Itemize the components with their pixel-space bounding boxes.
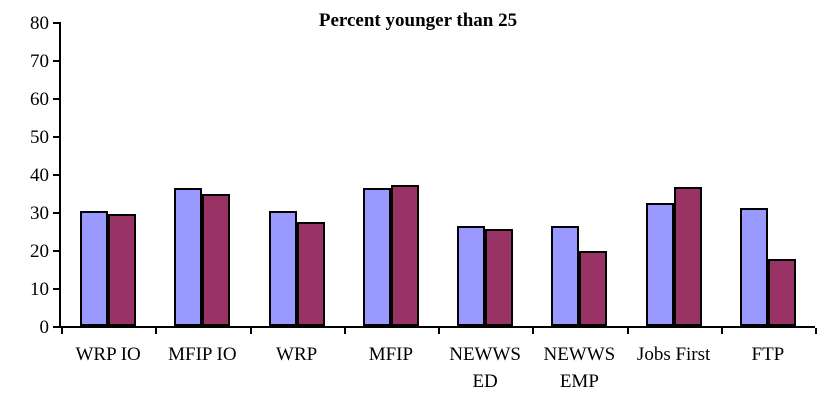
x-axis-tick <box>438 328 440 334</box>
y-axis-tick <box>53 288 59 290</box>
bar-series2-mfip-io <box>202 193 231 326</box>
y-axis-tick-label: 50 <box>30 127 49 148</box>
x-axis-tick <box>61 328 63 334</box>
x-axis-category-label: Jobs First <box>636 344 711 365</box>
y-axis-tick <box>53 174 59 176</box>
y-axis-tick <box>53 212 59 214</box>
x-axis-tick <box>155 328 158 334</box>
x-axis-line <box>59 326 815 328</box>
y-axis-tick-label: 30 <box>30 203 49 224</box>
x-axis-tick <box>532 328 535 334</box>
bar-series2-newws-emp <box>579 251 608 326</box>
bar-series1-mfip <box>362 188 391 326</box>
bar-series2-ftp <box>767 258 796 326</box>
y-axis-tick <box>53 60 59 62</box>
x-axis-tick <box>720 328 723 334</box>
x-axis-category-label: NEWWS ED <box>449 344 521 392</box>
x-axis-category-label: WRP <box>276 344 318 365</box>
y-axis-tick-label: 80 <box>30 13 49 34</box>
y-axis-tick-label: 20 <box>30 241 49 262</box>
x-axis-category-label: NEWWS EMP <box>543 344 616 392</box>
y-axis-tick-label: 10 <box>30 279 49 300</box>
y-axis-line <box>59 22 61 328</box>
y-axis-tick-label: 70 <box>30 51 49 72</box>
bar-series1-jobs-first <box>645 202 674 326</box>
y-axis-tick <box>53 98 59 100</box>
x-axis-category-label: WRP IO <box>75 344 141 365</box>
bar-series1-mfip-io <box>174 188 203 326</box>
bar-series1-wrp <box>268 211 297 326</box>
y-axis-tick-label: 40 <box>30 165 49 186</box>
y-axis-tick-label: 0 <box>39 317 50 338</box>
y-axis-tick-label: 60 <box>30 89 49 110</box>
bar-series1-newws-ed <box>457 226 486 326</box>
y-axis-tick <box>53 22 59 24</box>
x-axis-tick <box>343 328 346 334</box>
x-axis-tick <box>626 328 629 334</box>
bar-series2-jobs-first <box>673 187 702 326</box>
bar-series2-wrp <box>296 221 325 326</box>
y-axis-tick <box>53 136 59 138</box>
y-axis-tick <box>53 250 59 252</box>
x-axis-tick <box>815 328 817 334</box>
x-axis-category-label: MFIP <box>368 344 414 365</box>
x-axis-category-label: FTP <box>751 344 785 365</box>
bar-series2-wrp-io <box>108 213 137 326</box>
x-axis-tick <box>249 328 252 334</box>
bar-series1-ftp <box>739 208 768 326</box>
bar-series1-wrp-io <box>80 211 109 326</box>
bar-series2-mfip <box>390 184 419 326</box>
y-axis-tick <box>53 326 59 328</box>
x-axis-category-label: MFIP IO <box>168 344 237 365</box>
bar-series1-newws-emp <box>551 226 580 326</box>
chart-title: Percent younger than 25 <box>318 10 518 31</box>
bar-series2-newws-ed <box>485 228 514 326</box>
